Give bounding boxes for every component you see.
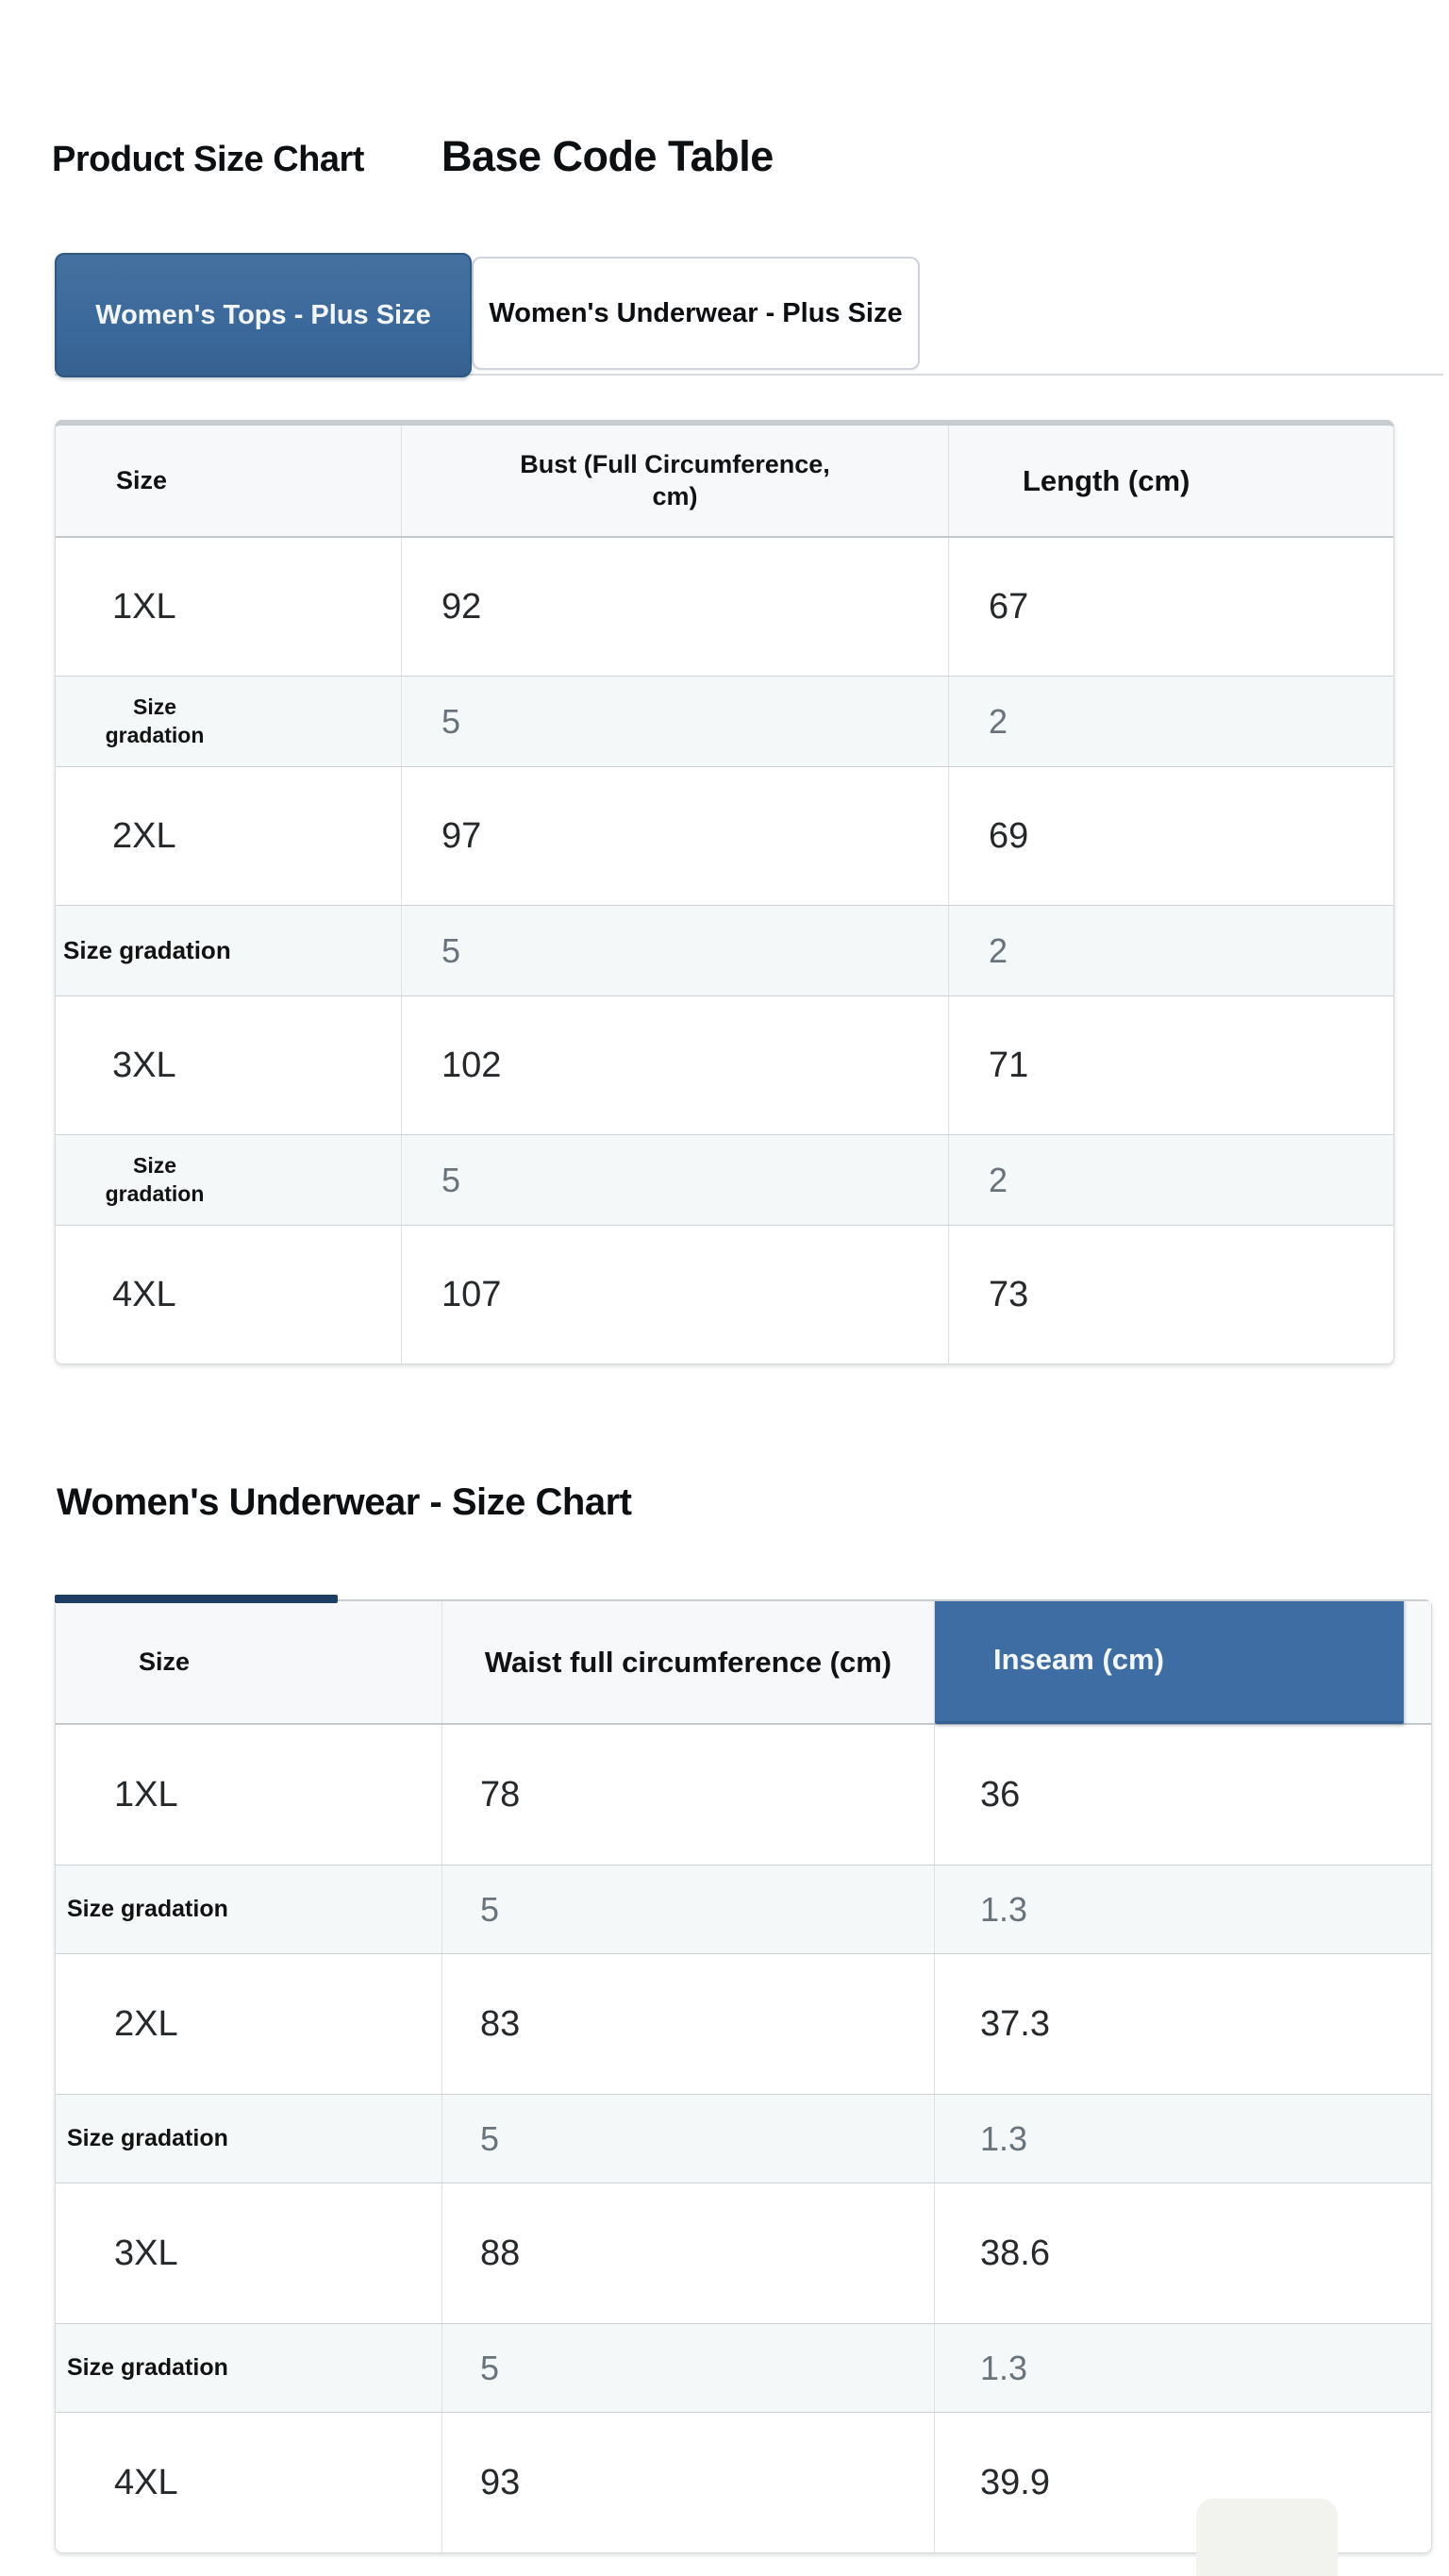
size-cell: 4XL	[56, 2413, 442, 2552]
bust-value: 97	[402, 767, 949, 905]
table-row: 4XL 107 73	[56, 1226, 1393, 1363]
inseam-header-highlight: Inseam (cm)	[935, 1601, 1404, 1724]
size-chart-tabs: Women's Tops - Plus Size Women's Underwe…	[0, 253, 1449, 385]
size-cell: 2XL	[56, 767, 402, 905]
gradation-label-cell: Size gradation	[56, 677, 402, 766]
inseam-gradation-value: 1.3	[980, 1889, 1028, 1929]
waist-gradation-value: 5	[442, 2324, 935, 2412]
inseam-gradation-value: 1.3	[980, 2118, 1028, 2158]
gradation-label: Size gradation	[105, 694, 205, 747]
size-column-indicator	[55, 1595, 338, 1603]
gradation-row: Size gradation 5 2	[56, 906, 1393, 996]
bust-value: 92	[402, 538, 949, 676]
gradation-label-cell: Size gradation	[56, 1135, 402, 1225]
table-header-row: Size Waist full circumference (cm) Insea…	[56, 1601, 1431, 1725]
gradation-label-cell: Size gradation	[56, 906, 402, 995]
size-cell: 3XL	[56, 2183, 442, 2323]
gradation-label: Size gradation	[56, 1865, 442, 1953]
header-cell-size: Size	[56, 426, 402, 536]
table-row: 2XL 83 37.3	[56, 1954, 1431, 2095]
gradation-label: Size gradation	[56, 2324, 442, 2412]
header-cell-bust: Bust (Full Circumference, cm)	[402, 426, 949, 536]
tab-label: Women's Tops - Plus Size	[95, 299, 431, 330]
size-cell: 4XL	[56, 1226, 402, 1363]
header-cell-length: Length (cm)	[1023, 463, 1191, 497]
inseam-value: 38.6	[980, 2233, 1050, 2273]
length-gradation-value: 2	[989, 701, 1008, 741]
length-value: 69	[989, 815, 1029, 856]
table-header-row: Size Bust (Full Circumference, cm) Lengt…	[56, 426, 1393, 538]
gradation-row: Size gradation 5 1.3	[56, 2095, 1431, 2183]
waist-value: 88	[442, 2183, 935, 2323]
inseam-value: 36	[980, 1774, 1021, 1815]
header-cell-bust-label: Bust (Full Circumference, cm)	[520, 449, 830, 510]
bust-gradation-value: 5	[402, 906, 949, 995]
gradation-row: Size gradation 5 1.3	[56, 1865, 1431, 1954]
size-cell: 2XL	[56, 1954, 442, 2094]
tab-womens-underwear-plus-size[interactable]: Women's Underwear - Plus Size	[472, 257, 920, 370]
bust-value: 102	[402, 996, 949, 1134]
table-row: 2XL 97 69	[56, 767, 1393, 906]
header-cell-size: Size	[56, 1601, 442, 1723]
bust-gradation-value: 5	[402, 677, 949, 766]
size-cell: 1XL	[56, 538, 402, 676]
header-cell-waist: Waist full circumference (cm)	[442, 1601, 935, 1723]
gradation-row: Size gradation 5 1.3	[56, 2324, 1431, 2413]
gradation-label: Size gradation	[105, 1152, 205, 1206]
underwear-size-table: Size Waist full circumference (cm) Insea…	[55, 1595, 1432, 2553]
length-value: 71	[989, 1045, 1029, 1085]
tab-womens-tops-plus-size[interactable]: Women's Tops - Plus Size	[55, 253, 472, 377]
bust-gradation-value: 5	[402, 1135, 949, 1225]
underwear-section-title: Women's Underwear - Size Chart	[57, 1481, 632, 1523]
size-cell: 1XL	[56, 1725, 442, 1865]
gradation-label: Size gradation	[56, 2095, 442, 2183]
length-value: 67	[989, 586, 1029, 627]
table-row: 3XL 88 38.6	[56, 2183, 1431, 2324]
page-title: Product Size Chart	[52, 140, 364, 179]
inseam-gradation-value: 1.3	[980, 2348, 1028, 2387]
inseam-value: 39.9	[980, 2462, 1050, 2502]
tab-label: Women's Underwear - Plus Size	[489, 297, 903, 328]
inseam-value: 37.3	[980, 2003, 1050, 2044]
size-cell: 3XL	[56, 996, 402, 1134]
waist-value: 78	[442, 1725, 935, 1865]
floating-button[interactable]	[1196, 2499, 1338, 2576]
length-value: 73	[989, 1274, 1029, 1314]
gradation-label: Size gradation	[63, 936, 231, 964]
page-header: Product Size Chart Base Code Table	[52, 132, 774, 181]
gradation-row: Size gradation 5 2	[56, 1135, 1393, 1226]
gradation-row: Size gradation 5 2	[56, 677, 1393, 767]
header-cell-inseam[interactable]: Inseam (cm)	[935, 1601, 1431, 1724]
length-gradation-value: 2	[989, 930, 1008, 970]
base-code-table-title: Base Code Table	[441, 132, 774, 180]
table-row: 3XL 102 71	[56, 996, 1393, 1135]
tabbar-divider	[55, 374, 1443, 376]
header-cell-inseam-label: Inseam (cm)	[993, 1643, 1164, 1676]
tops-size-table: Size Bust (Full Circumference, cm) Lengt…	[55, 420, 1394, 1364]
waist-value: 93	[442, 2413, 935, 2552]
waist-gradation-value: 5	[442, 2095, 935, 2183]
table-row: 1XL 92 67	[56, 538, 1393, 677]
waist-value: 83	[442, 1954, 935, 2094]
length-gradation-value: 2	[989, 1160, 1008, 1199]
waist-gradation-value: 5	[442, 1865, 935, 1953]
table-row: 1XL 78 36	[56, 1725, 1431, 1865]
bust-value: 107	[402, 1226, 949, 1363]
